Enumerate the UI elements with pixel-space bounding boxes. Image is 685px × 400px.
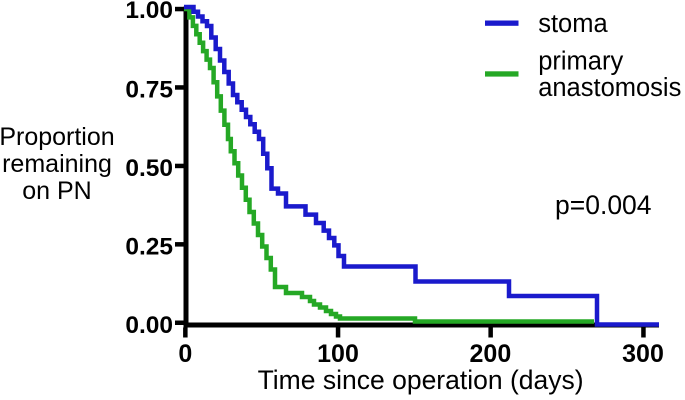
svg-text:200: 200	[470, 340, 512, 368]
svg-text:Proportion: Proportion	[0, 123, 115, 151]
svg-text:p=0.004: p=0.004	[555, 190, 652, 220]
svg-text:anastomosis: anastomosis	[538, 74, 681, 102]
svg-text:1.00: 1.00	[125, 0, 173, 24]
svg-text:on PN: on PN	[22, 177, 91, 205]
svg-text:100: 100	[317, 340, 359, 368]
svg-text:stoma: stoma	[538, 10, 608, 38]
svg-text:0.75: 0.75	[125, 77, 173, 104]
svg-text:0.00: 0.00	[125, 312, 173, 339]
svg-text:remaining: remaining	[2, 150, 112, 178]
svg-text:0.25: 0.25	[125, 234, 173, 261]
svg-text:0: 0	[178, 340, 192, 368]
svg-text:0.50: 0.50	[125, 155, 173, 182]
svg-text:300: 300	[622, 340, 664, 368]
svg-text:Time since operation (days): Time since operation (days)	[258, 365, 584, 395]
svg-text:primary: primary	[538, 47, 623, 75]
